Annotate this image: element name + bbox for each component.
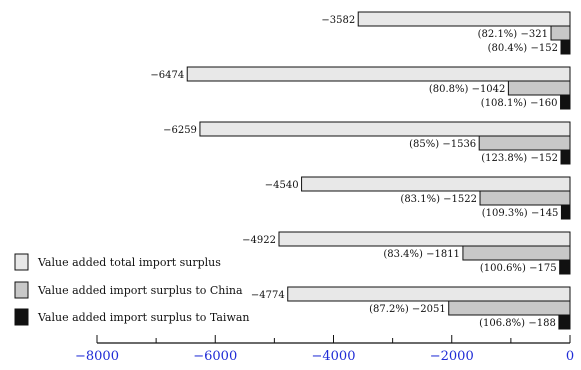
percent-label: (123.8%) — [481, 153, 527, 164]
x-tick-label: 0 — [566, 349, 574, 364]
bar-taiwan-3 — [560, 149, 571, 165]
x-tick-label: −6000 — [193, 349, 237, 364]
legend-swatch-1 — [14, 253, 29, 271]
bar-china-5 — [462, 245, 571, 261]
x-tick-label: −8000 — [75, 349, 119, 364]
value-label: −1811 — [426, 249, 460, 260]
legend-label: Value added total import surplus — [37, 256, 221, 269]
percent-label: (80.8%) — [429, 84, 469, 95]
value-label: −145 — [531, 208, 558, 219]
value-label: −152 — [531, 43, 558, 54]
value-label: −160 — [530, 98, 557, 109]
bar-total-1 — [357, 11, 571, 27]
bar-total-2 — [186, 66, 571, 82]
bar-china-4 — [479, 190, 571, 206]
bar-total-5 — [278, 231, 571, 247]
bar-taiwan-1 — [560, 39, 571, 55]
value-label: −321 — [521, 29, 548, 40]
percent-label: (85%) — [409, 139, 439, 150]
bar-taiwan-2 — [560, 94, 571, 110]
legend-label: Value added import surplus to China — [37, 284, 243, 297]
value-label: −6259 — [163, 125, 197, 136]
value-label: −1042 — [472, 84, 506, 95]
x-axis: −8000 −6000 −4000 −2000 0 — [75, 335, 574, 364]
percent-label: (83.4%) — [383, 249, 423, 260]
bar-china-2 — [507, 80, 571, 96]
percent-label: (108.1%) — [481, 98, 527, 109]
percent-label: (83.1%) — [400, 194, 440, 205]
bars-group: −3582−321(82.1%)−152(80.4%)−6474−1042(80… — [150, 11, 571, 330]
value-label: −4922 — [242, 235, 276, 246]
value-label: −4774 — [251, 290, 285, 301]
bar-taiwan-5 — [559, 259, 571, 275]
x-tick-label: −4000 — [312, 349, 356, 364]
bar-taiwan-4 — [560, 204, 571, 220]
bar-total-6 — [287, 286, 571, 302]
value-label: −175 — [529, 263, 556, 274]
value-label: −1536 — [442, 139, 476, 150]
legend-swatch-2 — [14, 281, 29, 299]
value-label: −4540 — [265, 180, 299, 191]
bar-total-4 — [301, 176, 571, 192]
value-label: −152 — [531, 153, 558, 164]
bar-total-3 — [199, 121, 571, 137]
percent-label: (106.8%) — [479, 318, 525, 329]
legend-swatch-3 — [14, 308, 29, 326]
percent-label: (100.6%) — [480, 263, 526, 274]
legend: Value added total import surplus Value ad… — [14, 253, 250, 326]
value-label: −1522 — [443, 194, 477, 205]
x-tick-label: −2000 — [430, 349, 474, 364]
legend-label: Value added import surplus to Taiwan — [37, 311, 250, 324]
value-label: −2051 — [412, 304, 446, 315]
value-label: −3582 — [321, 15, 355, 26]
percent-label: (87.2%) — [369, 304, 409, 315]
percent-label: (82.1%) — [478, 29, 518, 40]
value-label: −188 — [528, 318, 555, 329]
bar-china-6 — [448, 300, 571, 316]
value-label: −6474 — [150, 70, 184, 81]
percent-label: (80.4%) — [488, 43, 528, 54]
bar-china-1 — [550, 25, 571, 41]
bar-taiwan-6 — [558, 314, 571, 330]
bar-china-3 — [478, 135, 571, 151]
percent-label: (109.3%) — [482, 208, 528, 219]
